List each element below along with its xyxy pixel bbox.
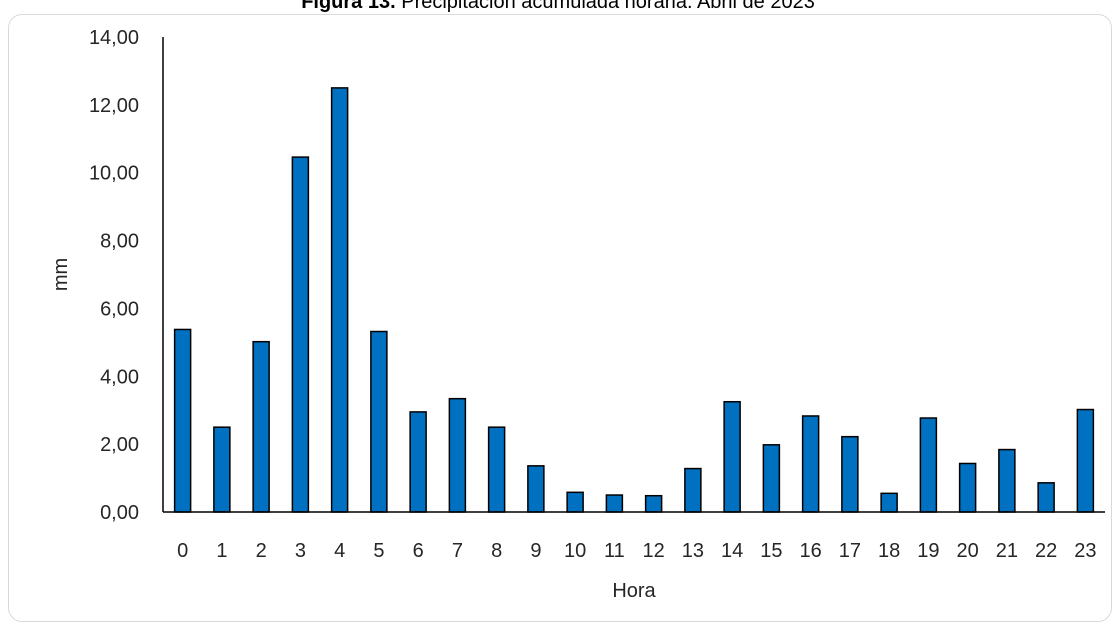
x-tick-label: 7 (452, 540, 463, 562)
x-tick-label: 0 (177, 540, 188, 562)
bar (252, 340, 270, 513)
bar (1076, 408, 1095, 513)
bar (487, 426, 506, 513)
y-tick-label: 10,00 (89, 163, 139, 185)
bar (841, 435, 859, 513)
bar (684, 467, 702, 513)
bar (173, 328, 192, 513)
y-tick-label: 2,00 (100, 434, 139, 456)
bar (370, 330, 388, 513)
x-tick-label: 22 (1035, 540, 1057, 562)
bar (527, 465, 545, 513)
x-tick-label: 20 (957, 540, 979, 562)
bar (880, 492, 898, 513)
bars (173, 87, 1095, 513)
x-tick-label: 9 (530, 540, 541, 562)
x-tick-label: 16 (800, 540, 822, 562)
y-tick-label: 0,00 (100, 502, 139, 524)
bar (919, 417, 938, 513)
x-tick-label: 6 (413, 540, 424, 562)
x-axis-ticks: 0 1 2 3 4 5 6 7 8 9 10 11 12 13 14 15 16 17 18 19 20 21 22 23 (177, 540, 1096, 562)
bar (291, 156, 310, 513)
x-axis-title: Hora (612, 580, 656, 602)
bar (330, 87, 349, 513)
figure-caption-text: Precipitación acumulada horaria. Abril d… (395, 0, 815, 13)
y-tick-label: 14,00 (89, 27, 139, 49)
x-tick-label: 19 (917, 540, 939, 562)
bar (998, 448, 1016, 513)
x-tick-label: 21 (996, 540, 1018, 562)
x-tick-label: 18 (878, 540, 900, 562)
x-tick-label: 1 (216, 540, 227, 562)
bar (1037, 482, 1055, 513)
y-tick-label: 4,00 (100, 366, 139, 388)
y-tick-label: 8,00 (100, 231, 139, 253)
bar (213, 426, 231, 513)
bar (566, 491, 584, 513)
x-tick-label: 15 (760, 540, 782, 562)
bar (644, 494, 663, 513)
y-axis-ticks: 0,00 2,00 4,00 6,00 8,00 10,00 12,00 14,00 (89, 27, 139, 524)
x-tick-label: 12 (643, 540, 665, 562)
x-tick-label: 23 (1074, 540, 1096, 562)
x-tick-label: 13 (682, 540, 704, 562)
x-tick-label: 4 (334, 540, 345, 562)
bar (958, 462, 977, 513)
x-tick-label: 14 (721, 540, 743, 562)
x-tick-label: 3 (295, 540, 306, 562)
bar (605, 494, 624, 513)
x-tick-label: 2 (256, 540, 267, 562)
x-tick-label: 10 (564, 540, 586, 562)
bar (723, 400, 741, 513)
x-tick-label: 5 (373, 540, 384, 562)
y-axis-title: mm (50, 258, 72, 291)
y-tick-label: 6,00 (100, 298, 139, 320)
chart-area (8, 14, 1112, 622)
bar (448, 397, 467, 513)
bar (801, 415, 820, 513)
bar (762, 444, 781, 513)
x-tick-label: 11 (604, 540, 625, 562)
x-tick-label: 8 (491, 540, 502, 562)
figure-caption: Figura 13. Precipitación acumulada horar… (0, 0, 1116, 14)
figure-label: Figura 13. (301, 0, 396, 13)
x-tick-label: 17 (839, 540, 861, 562)
y-tick-label: 12,00 (89, 95, 139, 117)
bar (409, 411, 427, 513)
